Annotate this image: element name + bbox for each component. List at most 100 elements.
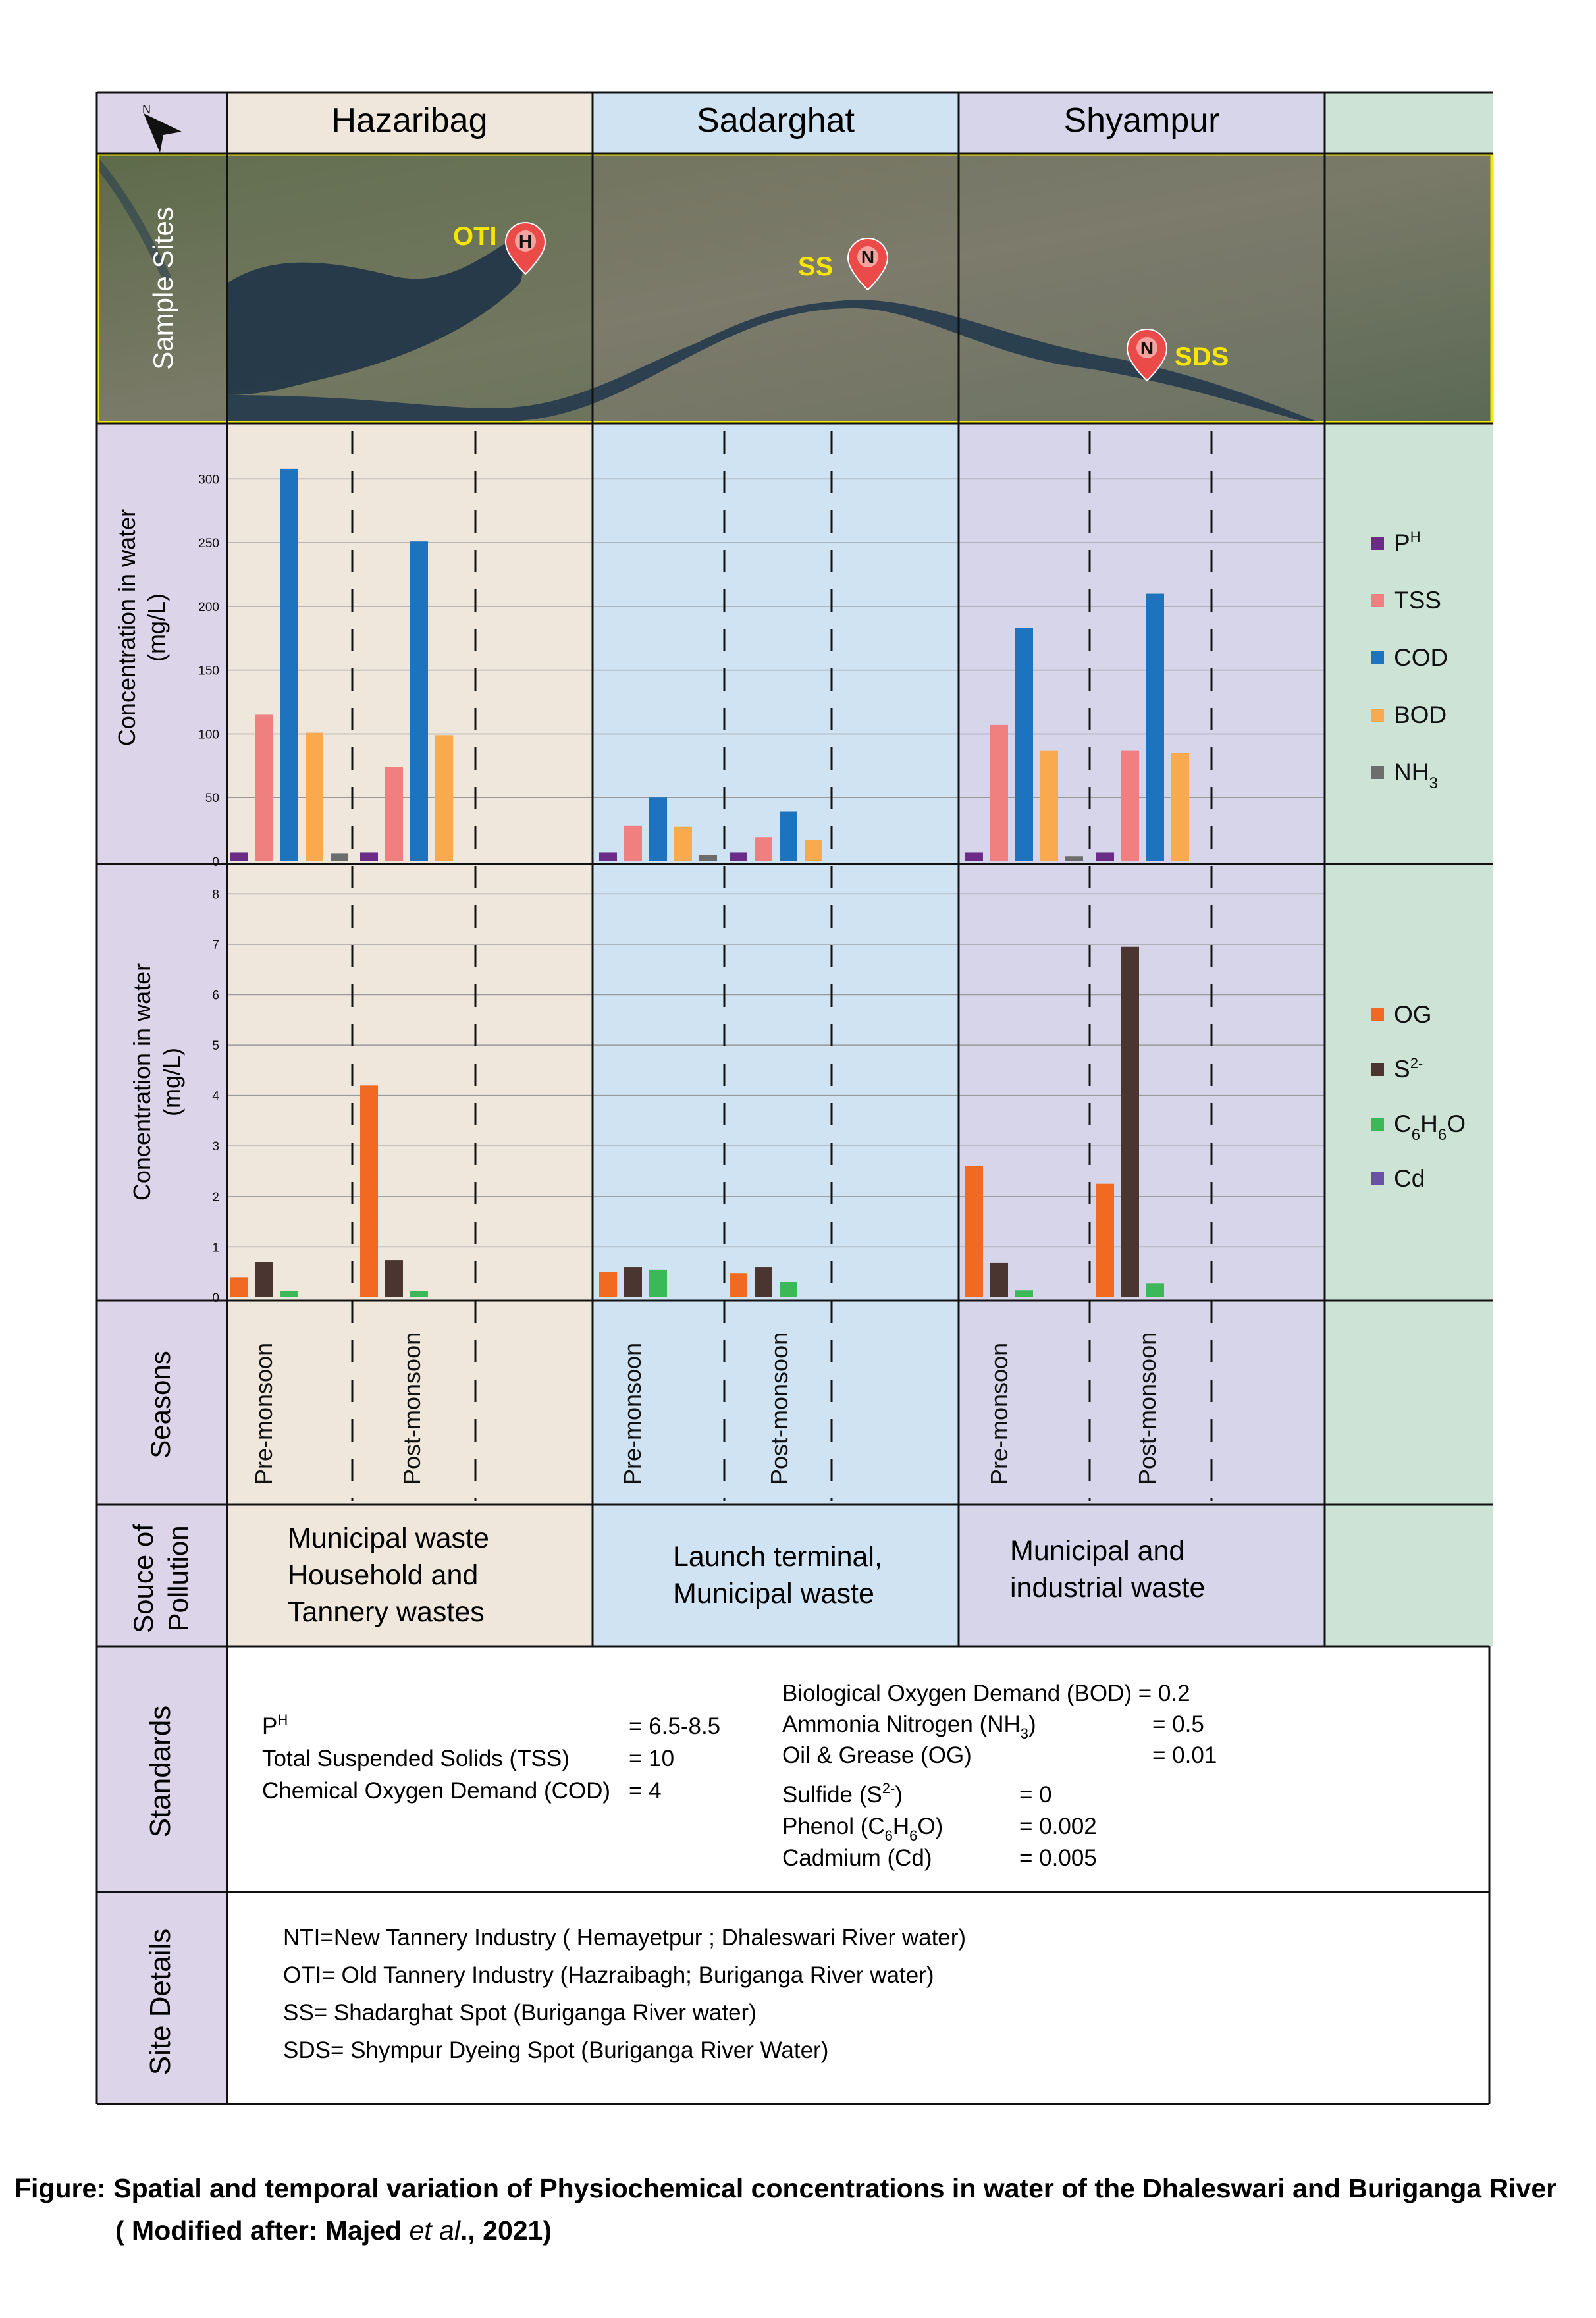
source-shyampur: Municipal and industrial waste <box>1010 1535 1205 1604</box>
bar-s2-3 <box>624 1267 642 1297</box>
y-tick-label: 50 <box>205 792 219 805</box>
bar-ph-5 <box>965 852 983 861</box>
svg-text:(mg/L): (mg/L) <box>158 1048 185 1116</box>
north-arrow-icon: N <box>142 103 182 153</box>
svg-text:(mg/L): (mg/L) <box>143 593 170 662</box>
y-tick-label: 250 <box>198 537 219 551</box>
standards-label-cell <box>97 1646 227 1892</box>
legend-label: COD <box>1394 644 1448 671</box>
bar-c6h6o-4 <box>780 1282 797 1297</box>
bar-cod-3 <box>649 797 667 861</box>
y-tick-label: 3 <box>212 1140 219 1154</box>
bar-cod-1 <box>280 468 298 861</box>
bar-bod-1 <box>306 732 323 861</box>
y-tick-label: 4 <box>212 1090 219 1104</box>
site-header-hazaribag: Hazaribag <box>331 101 487 140</box>
bar-c6h6o-5 <box>1015 1290 1033 1297</box>
standards-panel <box>227 1646 1489 1892</box>
svg-text:Cadmium (Cd): Cadmium (Cd) <box>782 1845 932 1871</box>
svg-text:N: N <box>142 103 151 116</box>
bar-og-3 <box>599 1272 617 1297</box>
svg-text:= 4: = 4 <box>629 1778 662 1804</box>
bar-cod-4 <box>780 811 797 861</box>
row-label-concentration-bottom: Concentration in water (mg/L) <box>128 963 185 1200</box>
svg-text:PH: PH <box>262 1712 288 1739</box>
svg-text:Concentration in water: Concentration in water <box>113 509 140 746</box>
svg-text:Pollution: Pollution <box>163 1525 194 1631</box>
season-label: Post-monsoon <box>1134 1332 1161 1485</box>
source-sadarghat: Launch terminal, Municipal waste <box>673 1541 882 1609</box>
svg-text:Biological Oxygen Demand (BOD): Biological Oxygen Demand (BOD) = 0.2 <box>782 1681 1190 1706</box>
season-label: Post-monsoon <box>398 1332 425 1485</box>
source-hazaribag: Municipal waste Household and Tannery wa… <box>288 1523 489 1628</box>
bar-ph-3 <box>599 852 617 861</box>
bar-og-6 <box>1096 1183 1114 1297</box>
bar-s2-4 <box>755 1267 772 1297</box>
bar-tss-4 <box>755 837 772 861</box>
standards-left: PH = 6.5-8.5 Total Suspended Solids (TSS… <box>262 1712 720 1804</box>
svg-text:Phenol (C6H6O): Phenol (C6H6O) <box>782 1814 943 1844</box>
y-tick-label: 0 <box>212 1291 219 1305</box>
svg-text:Ammonia Nitrogen (NH3): Ammonia Nitrogen (NH3) <box>782 1712 1036 1742</box>
site-details-list: NTI=New Tannery Industry ( Hemayetpur ; … <box>283 1925 966 2063</box>
marker-label-ss: SS <box>798 252 833 281</box>
y-tick-label: 5 <box>212 1039 219 1053</box>
bar-bod-5 <box>1040 750 1058 861</box>
y-tick-label: 100 <box>198 728 219 741</box>
row-label-standards: Standards <box>144 1706 176 1838</box>
marker-ss: N SS <box>798 237 889 291</box>
marker-sds: N SDS <box>1126 328 1229 382</box>
y-tick-label: 150 <box>198 664 219 678</box>
marker-pin-letter: N <box>861 247 874 267</box>
y-tick-label: 200 <box>198 601 219 614</box>
bar-bod-2 <box>435 735 453 861</box>
bar-cod-5 <box>1015 628 1033 861</box>
bar-c6h6o-1 <box>280 1291 298 1297</box>
svg-text:Municipal waste: Municipal waste <box>673 1578 874 1609</box>
marker-label-oti: OTI <box>453 222 497 251</box>
row-label-concentration-top: Concentration in water (mg/L) <box>113 509 170 746</box>
bar-tss-1 <box>255 714 273 861</box>
svg-text:NTI=New Tannery Industry ( Hem: NTI=New Tannery Industry ( Hemayetpur ; … <box>283 1925 966 1951</box>
svg-text:industrial waste: industrial waste <box>1010 1572 1205 1604</box>
row-label-site-details: Site Details <box>144 1929 176 2076</box>
svg-text:= 10: = 10 <box>629 1746 674 1771</box>
legend-swatch <box>1371 1172 1384 1185</box>
bar-nh3-1 <box>331 853 348 861</box>
bar-og-2 <box>360 1085 378 1297</box>
svg-text:SDS= Shympur Dyeing Spot (Buri: SDS= Shympur Dyeing Spot (Buriganga Rive… <box>283 2037 828 2063</box>
svg-text:= 0.5: = 0.5 <box>1152 1712 1204 1737</box>
bar-s2-5 <box>990 1262 1008 1297</box>
bar-ph-6 <box>1096 852 1114 861</box>
svg-text:Concentration in water: Concentration in water <box>128 963 155 1200</box>
charts: 0 50 100 150 200 250 300 0 1 2 3 4 5 6 7 8 <box>198 468 1325 1305</box>
svg-text:Total Suspended Solids (TSS): Total Suspended Solids (TSS) <box>262 1746 570 1771</box>
y-tick-label: 300 <box>198 473 219 487</box>
svg-text:Tannery wastes: Tannery wastes <box>288 1596 485 1628</box>
bar-tss-2 <box>385 767 403 861</box>
legend-label: OG <box>1394 1001 1432 1028</box>
svg-text:SS= Shadarghat Spot (Buriganga: SS= Shadarghat Spot (Buriganga River wat… <box>283 2000 757 2026</box>
bar-s2-2 <box>385 1260 403 1297</box>
bar-ph-1 <box>230 852 248 861</box>
row-label-sample-sites: Sample Sites <box>147 207 178 369</box>
svg-text:= 0.002: = 0.002 <box>1019 1814 1097 1839</box>
marker-oti: H OTI <box>453 221 546 275</box>
bar-cod-2 <box>410 541 428 861</box>
legend-label: BOD <box>1394 701 1447 728</box>
bar-nh3-3 <box>699 855 717 861</box>
bar-bod-3 <box>674 826 692 861</box>
bar-tss-5 <box>990 724 1008 861</box>
site-header-sadarghat: Sadarghat <box>697 101 855 140</box>
y-tick-label: 6 <box>212 988 219 1002</box>
bar-ph-2 <box>360 852 378 861</box>
bar-bod-6 <box>1171 753 1189 861</box>
marker-label-sds: SDS <box>1175 342 1229 371</box>
bar-nh3-5 <box>1065 856 1083 861</box>
bar-s2-6 <box>1121 946 1139 1297</box>
bar-bod-4 <box>805 840 822 861</box>
site-details-label-cell <box>97 1892 227 2104</box>
svg-text:Souce of: Souce of <box>128 1524 159 1633</box>
row-label-source: Souce of Pollution <box>128 1524 194 1633</box>
